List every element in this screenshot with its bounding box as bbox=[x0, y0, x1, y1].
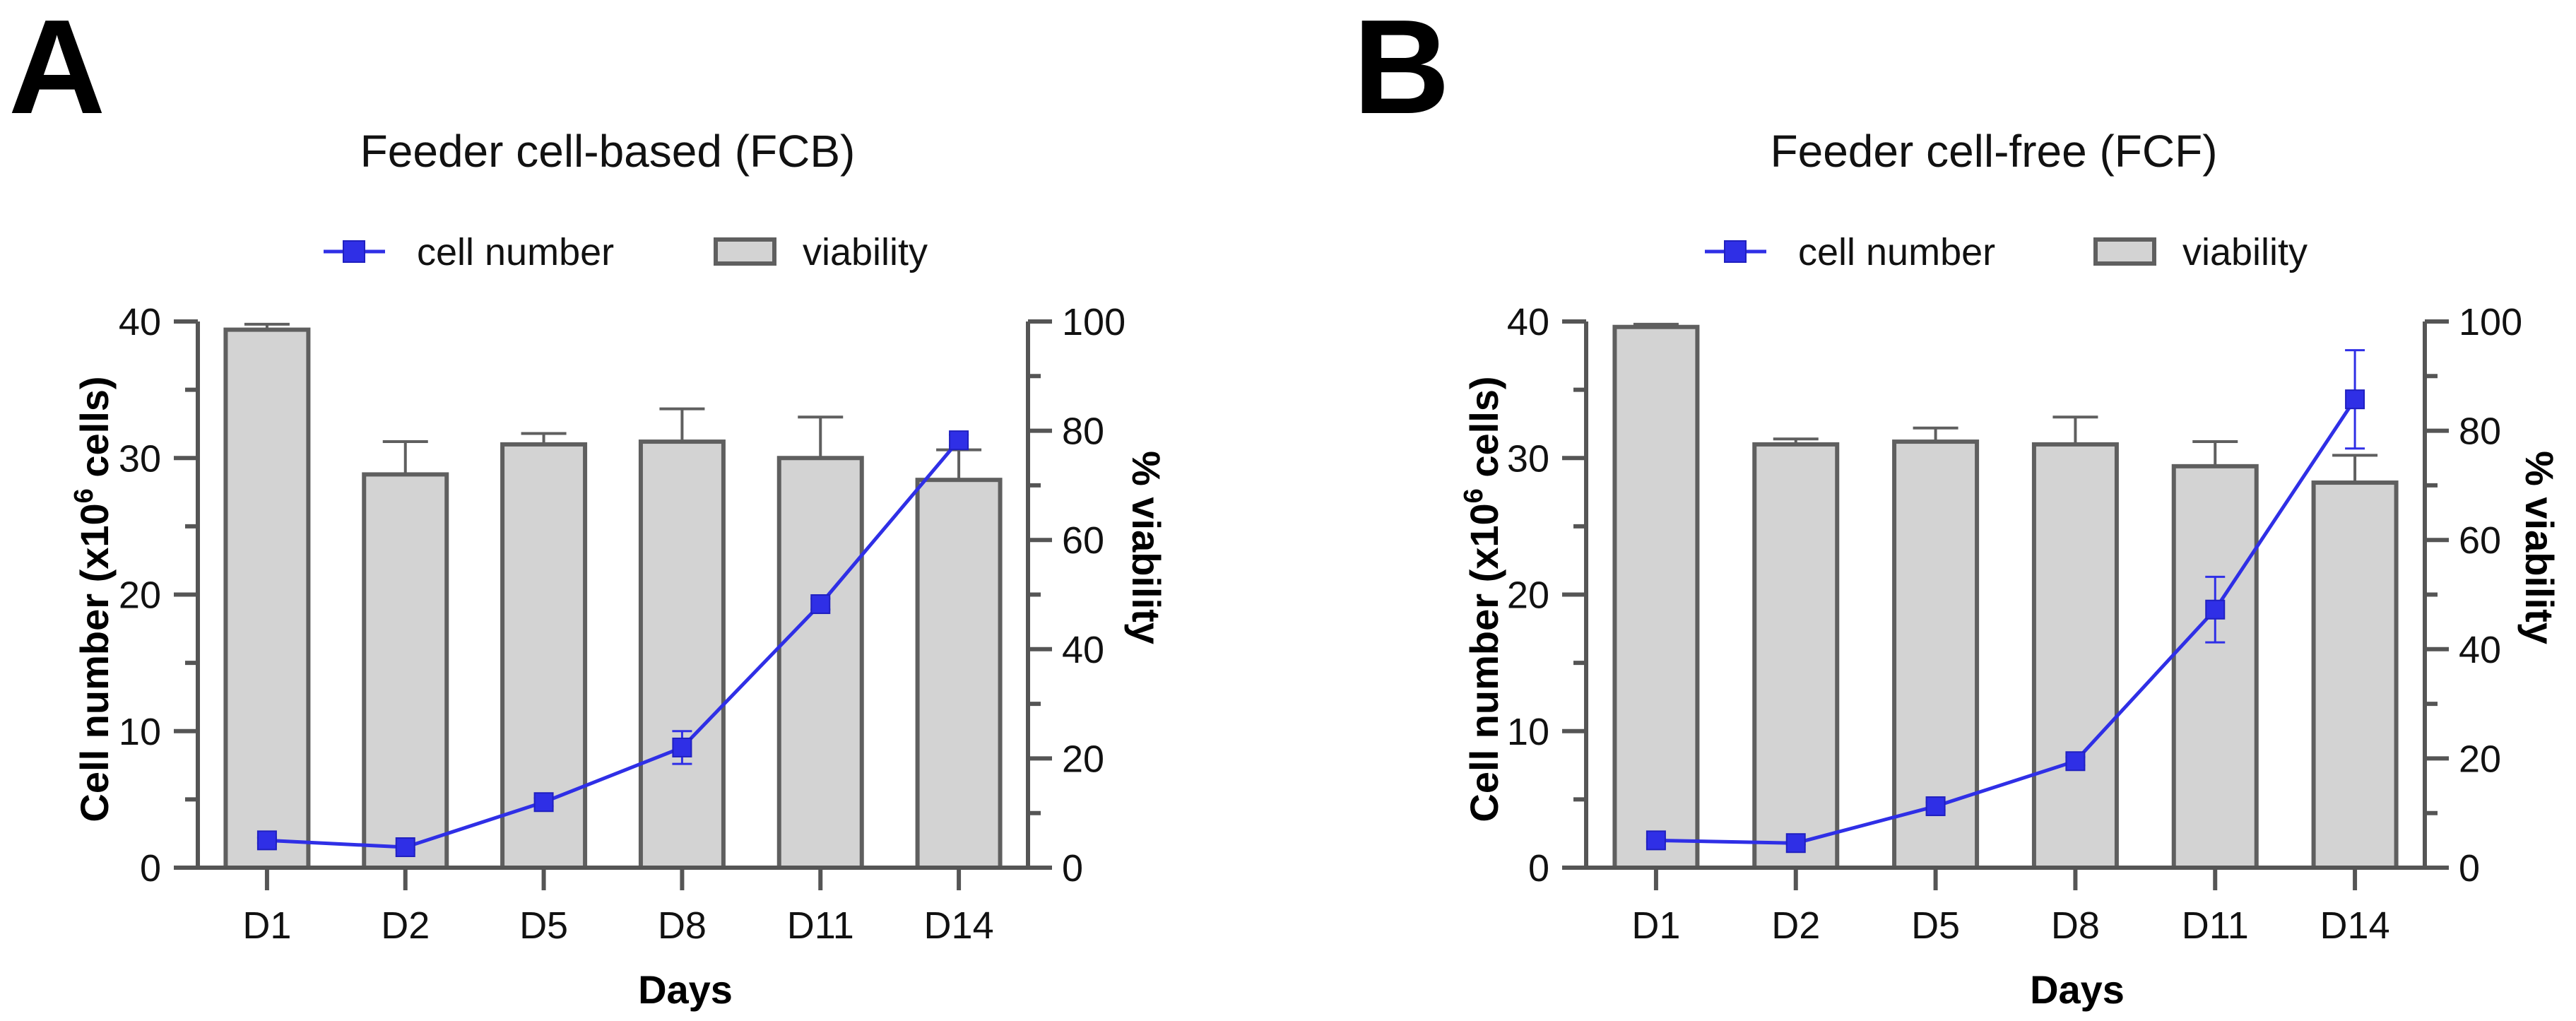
y-left-tick-label: 40 bbox=[119, 301, 161, 343]
bar-d2 bbox=[1752, 442, 1840, 870]
panel-letter: B bbox=[1353, 0, 1450, 142]
y-right-tick-label: 20 bbox=[1062, 738, 1104, 780]
cell-number-point-d14 bbox=[2345, 389, 2365, 410]
x-tick-label-d8: D8 bbox=[658, 904, 707, 947]
y-left-tick-label: 20 bbox=[1507, 574, 1549, 617]
y-left-tick-label: 10 bbox=[1507, 711, 1549, 753]
y-right-tick-label: 60 bbox=[1062, 519, 1104, 562]
x-tick-label-d1: D1 bbox=[242, 904, 291, 947]
x-tick-label-d11: D11 bbox=[2182, 904, 2249, 947]
bar-d1 bbox=[1612, 324, 1700, 870]
y-axis-left-title-main: Cell number (x10 bbox=[1462, 503, 1506, 822]
y-left-tick-label: 10 bbox=[119, 711, 161, 753]
bar-d11 bbox=[2171, 464, 2259, 870]
cell-number-point-d1 bbox=[1646, 830, 1666, 851]
y-left-tick-label: 40 bbox=[1507, 301, 1549, 343]
x-tick-label-d5: D5 bbox=[1911, 904, 1960, 947]
cell-number-point-d11 bbox=[810, 594, 831, 615]
legend-label-viability: viability bbox=[803, 231, 928, 273]
y-axis-right-title: % viability bbox=[1124, 451, 1169, 644]
y-axis-left-title-main: Cell number (x10 bbox=[72, 503, 117, 822]
x-axis-title: Days bbox=[2030, 967, 2125, 1012]
x-tick-label-d8: D8 bbox=[2051, 904, 2100, 947]
legend-marker-swatch bbox=[343, 240, 365, 263]
legend-label-cell-number: cell number bbox=[417, 231, 614, 273]
y-right-tick-label: 100 bbox=[2459, 301, 2522, 343]
cell-number-point-d5 bbox=[533, 792, 554, 813]
y-axis-left-title: Cell number (x106 cells) bbox=[69, 376, 117, 822]
y-axis-right-title: % viability bbox=[2517, 451, 2562, 644]
cell-number-point-d8 bbox=[2065, 751, 2086, 772]
y-right-tick-label: 40 bbox=[2459, 629, 2501, 671]
legend: cell number viability bbox=[1705, 231, 2308, 273]
y-axis-left-title-end: cells) bbox=[72, 376, 117, 488]
x-axis-title: Days bbox=[638, 967, 733, 1012]
panel-letter: A bbox=[8, 0, 105, 142]
legend: cell number viability bbox=[324, 231, 928, 273]
chart-title: Feeder cell-based (FCB) bbox=[360, 126, 856, 177]
y-right-tick-label: 60 bbox=[2459, 519, 2501, 562]
x-tick-label-d2: D2 bbox=[381, 904, 430, 947]
cell-number-point-d11 bbox=[2205, 599, 2226, 620]
y-axis-left-title-sup: 6 bbox=[69, 488, 99, 503]
y-right-tick-label: 0 bbox=[1062, 847, 1083, 890]
y-left-tick-label: 30 bbox=[1507, 437, 1549, 480]
bar-d14 bbox=[915, 478, 1003, 870]
cell-number-point-d14 bbox=[949, 430, 969, 451]
y-left-tick-label: 20 bbox=[119, 574, 161, 617]
x-tick-label-d11: D11 bbox=[787, 904, 854, 947]
legend-bar-swatch bbox=[714, 237, 776, 266]
y-right-tick-label: 20 bbox=[2459, 738, 2501, 780]
chart-title: Feeder cell-free (FCF) bbox=[1771, 126, 2218, 177]
legend-label-cell-number: cell number bbox=[1798, 231, 1995, 273]
legend-bar-swatch bbox=[2093, 237, 2156, 266]
legend-label-viability: viability bbox=[2182, 231, 2308, 273]
cell-number-line bbox=[266, 439, 960, 849]
y-left-tick-label: 30 bbox=[119, 437, 161, 480]
x-tick-label-d14: D14 bbox=[924, 904, 994, 947]
y-right-tick-label: 0 bbox=[2459, 847, 2480, 890]
y-axis-left-title-end: cells) bbox=[1462, 376, 1506, 488]
y-axis-left-title-sup: 6 bbox=[1459, 488, 1489, 503]
panel-a: A Feeder cell-based (FCB) cell number vi… bbox=[8, 0, 1169, 1012]
cell-number-line bbox=[1655, 398, 2357, 845]
x-tick-label-d5: D5 bbox=[519, 904, 568, 947]
x-tick-label-d2: D2 bbox=[1771, 904, 1820, 947]
y-axis-left-title: Cell number (x106 cells) bbox=[1459, 376, 1506, 822]
y-right-tick-label: 40 bbox=[1062, 629, 1104, 671]
cell-number-point-d2 bbox=[395, 837, 415, 858]
y-left-tick-label: 0 bbox=[140, 847, 161, 890]
bar-d14 bbox=[2311, 480, 2399, 870]
cell-number-point-d5 bbox=[1925, 796, 1946, 817]
y-right-tick-label: 100 bbox=[1062, 301, 1125, 343]
y-right-tick-label: 80 bbox=[2459, 411, 2501, 453]
y-left-tick-label: 0 bbox=[1528, 847, 1549, 890]
plot-area: 0 10 20 30 40 0 20 40 60 80 100 D1 D2 D5 D8 D11 D14 bbox=[1507, 301, 2522, 947]
cell-number-point-d8 bbox=[672, 737, 692, 757]
y-right-tick-label: 80 bbox=[1062, 411, 1104, 453]
x-tick-label-d14: D14 bbox=[2320, 904, 2390, 947]
x-tick-label-d1: D1 bbox=[1631, 904, 1680, 947]
panel-b: B Feeder cell-free (FCF) cell number via… bbox=[1353, 0, 2562, 1012]
bar-d8 bbox=[2031, 442, 2119, 870]
cell-number-point-d1 bbox=[256, 830, 277, 851]
bar-d1 bbox=[223, 327, 311, 870]
plot-area: 0 10 20 30 40 0 20 40 60 80 100 D1 D2 D5 D8 D11 D14 bbox=[119, 301, 1125, 947]
legend-marker-swatch bbox=[1724, 240, 1747, 263]
bar-d8 bbox=[638, 439, 726, 870]
bar-d11 bbox=[776, 456, 864, 870]
cell-number-point-d2 bbox=[1785, 833, 1806, 854]
bar-d2 bbox=[362, 472, 449, 870]
